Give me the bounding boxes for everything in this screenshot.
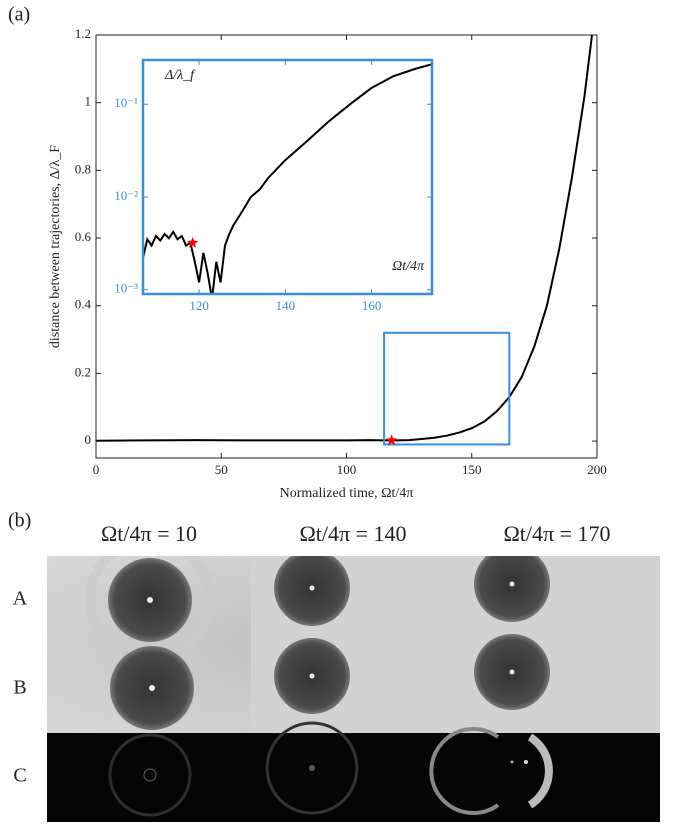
x-tick-label: 50 (215, 462, 228, 477)
y-tick-label: 0.6 (75, 229, 92, 244)
drop-disc (474, 556, 550, 622)
zoom-box (383, 331, 511, 446)
marker-star (385, 434, 398, 446)
x-tick-label: 160 (362, 298, 382, 313)
x-axis-label: Ωt/4π (392, 259, 425, 274)
y-tick-label: 0.2 (75, 364, 91, 379)
x-tick-label: 120 (189, 298, 209, 313)
column-header: Ωt/4π = 170 (503, 521, 610, 546)
drop (509, 669, 515, 675)
drop (309, 585, 315, 591)
image-grid (47, 556, 660, 822)
row-label: B (13, 677, 26, 699)
x-tick-label: 150 (462, 462, 482, 477)
y-tick-label: 1.2 (75, 26, 91, 41)
y-tick-label: 10⁻¹ (114, 95, 138, 110)
plot-area (143, 60, 432, 294)
drop (143, 768, 157, 782)
ring (265, 721, 359, 815)
drop (509, 581, 515, 587)
data-line (143, 63, 432, 294)
ring (108, 733, 192, 817)
drop (309, 765, 315, 771)
y-axis-label: distance between trajectories, Δ/λ_F (48, 145, 63, 348)
data-line (96, 35, 593, 442)
column-header: Ωt/4π = 140 (299, 521, 406, 546)
drop (149, 685, 155, 691)
y-axis-label: Δ/λ_f (164, 68, 196, 83)
chart: 120 140 160 10⁻³ 10⁻² 10⁻¹ Δ/λ_f Ωt/4π (114, 58, 434, 313)
axes-frame (95, 34, 598, 459)
marker-star (186, 236, 199, 248)
y-tick-label: 0 (85, 432, 92, 447)
ring (527, 733, 553, 809)
panel-label: (b) (8, 510, 31, 532)
drop (309, 673, 315, 679)
y-tick-label: 1 (85, 94, 92, 109)
y-tick-label: 0.4 (75, 297, 92, 312)
drop (524, 760, 528, 764)
column-header: Ωt/4π = 10 (101, 521, 197, 546)
panel-label: (a) (8, 4, 30, 26)
row-label: A (13, 588, 28, 610)
y-tick-label: 10⁻² (114, 188, 138, 203)
drop (147, 597, 153, 603)
drop-disc (274, 556, 350, 626)
ring (429, 727, 500, 815)
chart-layer: 0 50 100 150 200 0 0.2 0.4 0.6 0.8 1 1.2 Normalized … (48, 26, 607, 501)
drop (510, 760, 514, 764)
x-axis-label: Normalized time, Ωt/4π (280, 486, 414, 501)
x-tick-label: 140 (276, 298, 296, 313)
x-tick-label: 0 (93, 462, 100, 477)
row-label: C (13, 765, 26, 787)
image-background (47, 733, 660, 822)
x-tick-label: 200 (587, 462, 607, 477)
x-tick-label: 100 (337, 462, 357, 477)
y-tick-label: 0.8 (75, 161, 91, 176)
axes-frame (141, 58, 434, 296)
y-tick-label: 10⁻³ (114, 281, 138, 296)
